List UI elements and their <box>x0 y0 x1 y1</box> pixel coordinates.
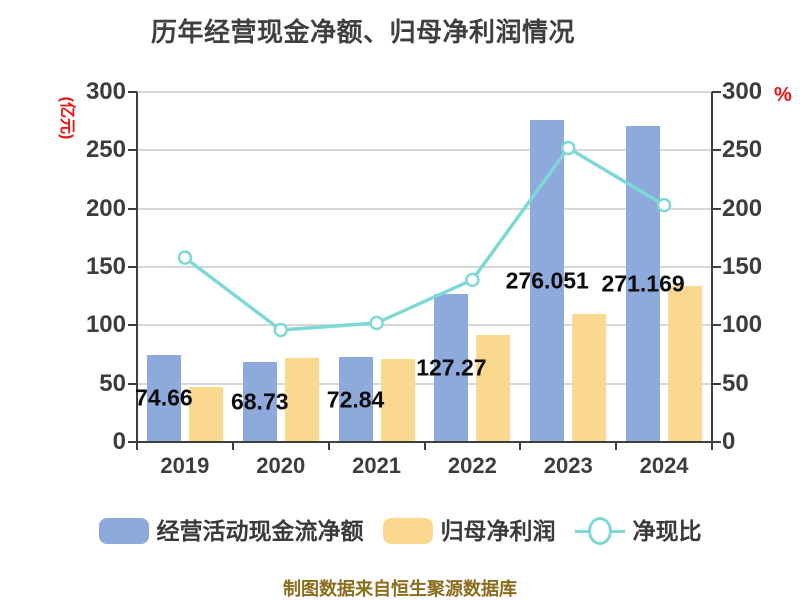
bar-operating-cashflow <box>338 357 373 442</box>
left-axis-tick <box>128 266 137 268</box>
bar-operating-cashflow <box>626 125 661 442</box>
bar-value-label: 271.169 <box>601 270 685 297</box>
right-axis-tick <box>712 266 721 268</box>
legend-line-marker-icon <box>574 517 625 545</box>
line-marker <box>656 197 672 213</box>
gridline <box>137 266 712 268</box>
gridline <box>137 324 712 327</box>
x-axis-tick <box>711 442 713 450</box>
x-axis-tick <box>231 442 234 450</box>
right-axis-tick <box>712 207 721 210</box>
y-axis-line-right <box>711 92 713 443</box>
bar-net-profit <box>188 386 223 442</box>
right-axis-tick <box>712 91 721 93</box>
line-marker <box>177 250 193 265</box>
legend-bar-swatch-icon <box>98 518 149 544</box>
x-axis-label: 2021 <box>352 453 402 478</box>
right-axis-unit: % <box>774 84 792 106</box>
right-axis-tick <box>712 149 721 152</box>
x-axis-label: 2020 <box>256 453 306 478</box>
left-axis-tick-label: 50 <box>99 369 126 397</box>
x-axis-label: 2023 <box>543 453 593 478</box>
line-marker <box>369 315 384 331</box>
y-axis-line-left <box>136 92 138 443</box>
x-axis-label: 2022 <box>447 453 497 478</box>
x-axis-tick <box>327 442 330 450</box>
bar-net-profit <box>284 358 319 442</box>
legend: 经营活动现金流净额 归母净利润 净现比 <box>0 517 800 545</box>
line-marker <box>465 272 480 288</box>
right-axis-tick <box>712 382 721 385</box>
right-axis-tick-label: 150 <box>722 253 763 280</box>
bar-value-label: 72.84 <box>326 386 385 412</box>
bar-value-label: 127.27 <box>416 354 487 381</box>
right-axis-tick-label: 0 <box>722 428 736 455</box>
right-axis-tick-label: 300 <box>722 78 763 105</box>
left-axis-tick <box>128 324 137 327</box>
x-axis-tick <box>519 442 522 450</box>
ratio-line <box>183 146 665 332</box>
right-axis-tick-label: 200 <box>722 194 763 222</box>
bar-operating-cashflow <box>146 354 181 442</box>
gridline <box>137 91 712 93</box>
left-axis-tick-label: 300 <box>85 78 126 105</box>
legend-label: 归母净利润 <box>440 518 556 544</box>
legend-bar-swatch-icon <box>382 518 433 544</box>
x-axis-tick <box>423 442 426 450</box>
left-axis-tick <box>128 441 137 443</box>
legend-item-ratio[interactable]: 净现比 <box>574 517 702 545</box>
right-axis-tick-label: 50 <box>722 369 749 397</box>
gridline <box>137 382 712 385</box>
legend-item-cashflow[interactable]: 经营活动现金流净额 <box>98 518 364 544</box>
bar-value-label: 74.66 <box>135 384 193 411</box>
footer-note: 制图数据来自恒生聚源数据库 <box>283 579 517 599</box>
bar-operating-cashflow <box>530 119 565 442</box>
gridline <box>137 149 712 152</box>
chart-title: 历年经营现金净额、归母净利润情况 <box>150 17 576 47</box>
legend-item-profit[interactable]: 归母净利润 <box>382 518 556 544</box>
left-axis-tick-label: 200 <box>85 194 126 222</box>
left-axis-tick <box>128 382 137 385</box>
line-marker <box>273 322 288 338</box>
gridline <box>137 207 712 210</box>
line-series <box>177 140 672 338</box>
x-axis-label: 2019 <box>160 453 210 478</box>
bar-net-profit <box>572 314 607 442</box>
x-axis-tick <box>136 442 138 450</box>
left-axis-tick-label: 100 <box>85 311 126 339</box>
left-axis-tick <box>128 91 137 93</box>
right-axis-tick <box>712 324 721 327</box>
line-marker <box>561 140 576 156</box>
right-axis-tick-label: 100 <box>722 311 763 339</box>
right-axis-tick <box>712 441 721 443</box>
bar-value-label: 68.73 <box>230 388 289 415</box>
bar-net-profit <box>476 335 511 442</box>
left-axis-tick-label: 0 <box>112 428 126 455</box>
left-axis-tick <box>128 207 137 210</box>
bar-operating-cashflow <box>242 361 277 442</box>
x-axis-label: 2024 <box>639 453 689 478</box>
legend-label: 经营活动现金流净额 <box>156 518 364 544</box>
bar-net-profit <box>380 358 415 442</box>
legend-label: 净现比 <box>632 518 702 544</box>
right-axis-tick-label: 250 <box>722 136 763 164</box>
bar-operating-cashflow <box>434 293 469 442</box>
bar-value-label: 276.051 <box>505 267 589 294</box>
left-axis-tick <box>128 149 137 152</box>
x-axis-tick <box>615 442 618 450</box>
left-axis-tick-label: 250 <box>85 136 126 164</box>
bar-net-profit <box>668 286 703 442</box>
left-axis-tick-label: 150 <box>85 253 126 280</box>
